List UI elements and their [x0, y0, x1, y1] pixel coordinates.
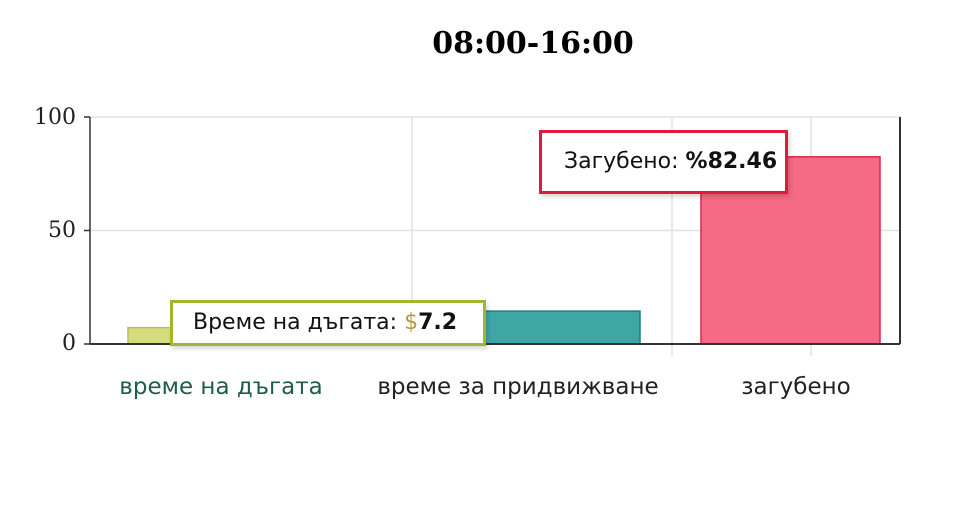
tooltip-value: 7.2: [418, 310, 458, 335]
tooltip-prefix: $: [404, 310, 419, 335]
tooltip-arc-time: Време на дъгата: $7.2: [170, 300, 487, 346]
x-tick-label[interactable]: време на дъгата: [119, 374, 323, 400]
bar[interactable]: [460, 310, 641, 345]
tooltip-lost: Загубено: %82.46: [539, 130, 789, 194]
x-tick-label[interactable]: загубено: [741, 374, 851, 400]
y-tick-label: 50: [48, 218, 76, 243]
y-tick-label: 0: [62, 331, 76, 356]
tooltip-value: 82.46: [707, 149, 778, 174]
y-tick-label: 100: [34, 105, 76, 130]
tooltip-label: Време на дъгата:: [193, 310, 405, 335]
tooltip-label: Загубено:: [564, 149, 686, 174]
tooltip-prefix: %: [685, 149, 708, 174]
x-tick-label[interactable]: време за придвижване: [377, 374, 659, 400]
chart-title: 08:00-16:00: [432, 26, 634, 61]
